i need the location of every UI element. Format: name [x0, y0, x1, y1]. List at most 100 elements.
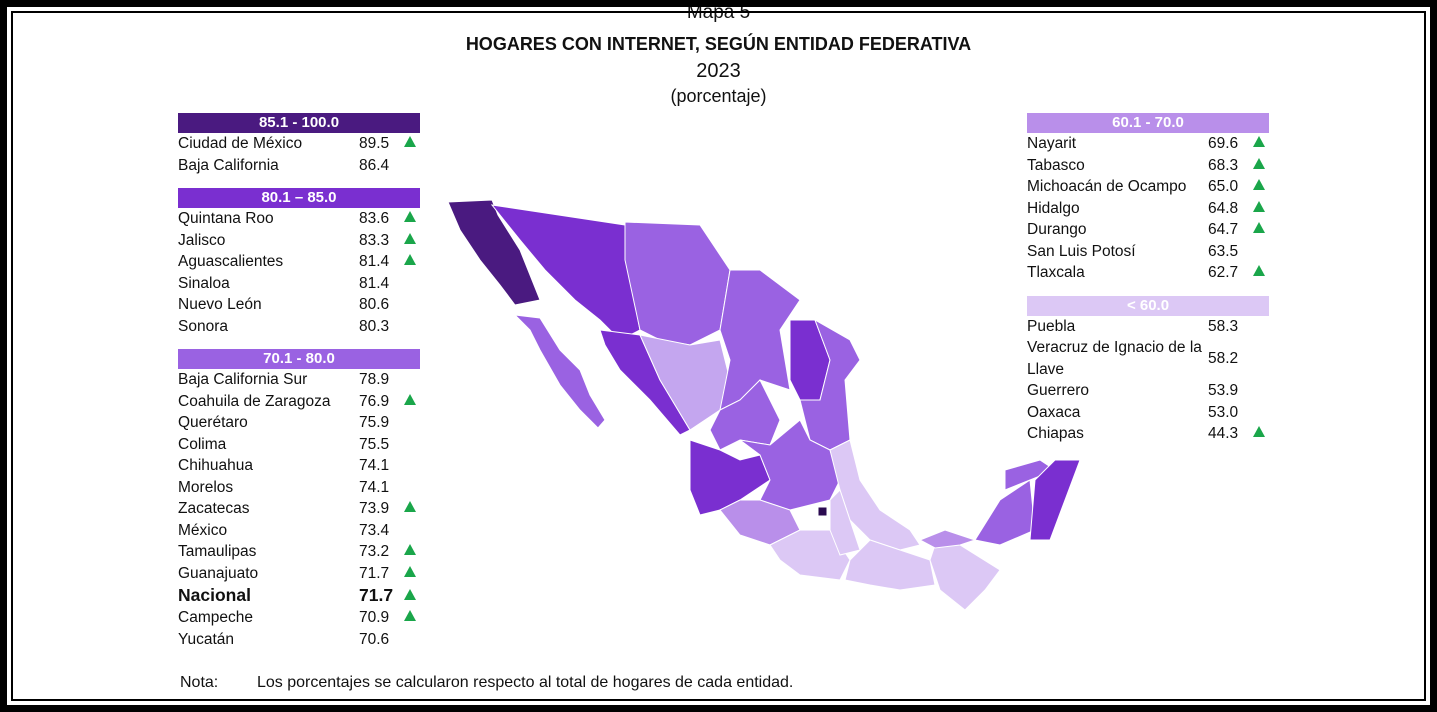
trend	[1252, 155, 1269, 177]
up-arrow-shape	[404, 254, 416, 265]
up-arrow-shape	[1253, 136, 1265, 147]
entity-name: Chihuahua	[178, 457, 253, 474]
entity-row: Sonora 80.3	[178, 316, 420, 338]
entity-row: Chihuahua 74.1	[178, 455, 420, 477]
entity-row: Ciudad de México 89.5	[178, 133, 420, 155]
entity-name: Guanajuato	[178, 564, 259, 582]
entity-name: Baja California	[178, 156, 279, 174]
entity-row: Durango 64.7	[1027, 219, 1269, 241]
entity-value: 73.2	[359, 543, 390, 560]
legend-group: 85.1 - 100.0 Ciudad de México 89.5 Baja Cal…	[178, 113, 420, 176]
entity-name: Durango	[1027, 221, 1087, 238]
entity-row: Puebla 58.3	[1027, 316, 1269, 338]
entity-value: 71.7	[359, 564, 390, 582]
entity-value: 63.5	[1208, 242, 1239, 260]
legend-group: 60.1 - 70.0 Nayarit 69.6 Tabasco 68.3 Michoac…	[1027, 113, 1269, 284]
state	[817, 506, 828, 517]
entity-name: Jalisco	[178, 231, 226, 249]
range-header: 80.1 – 85.0	[178, 188, 420, 208]
entity-name: Tabasco	[1027, 156, 1085, 174]
entity-value: 86.4	[359, 156, 390, 174]
up-arrow	[404, 565, 416, 577]
entity-row: Hidalgo 64.8	[1027, 198, 1269, 220]
trend	[1252, 198, 1269, 220]
entity-row: Baja California Sur 78.9	[178, 369, 420, 391]
entity-name: Quintana Roo	[178, 210, 274, 227]
entity-value: 58.2	[1208, 349, 1239, 367]
entity-name: Nayarit	[1027, 135, 1077, 152]
entity-value: 53.9	[1208, 382, 1239, 399]
up-arrow	[404, 610, 416, 621]
entity-name: Aguascalientes	[178, 253, 284, 270]
entity-row: Querétaro 75.9	[178, 412, 420, 434]
entity-row: Morelos 74.1	[178, 477, 420, 499]
trend	[403, 133, 420, 155]
entity-value: 76.9	[359, 392, 390, 410]
up-arrow-shape	[404, 565, 416, 577]
up-arrow-shape	[1253, 222, 1265, 233]
entity-value: 81.4	[359, 274, 390, 292]
entity-row: Chiapas 44.3	[1027, 423, 1269, 445]
legend-group: 80.1 – 85.0 Quintana Roo 83.6 Jalisco 83.3 Ag…	[178, 188, 420, 337]
entity-name: Yucatán	[178, 630, 235, 648]
up-arrow	[1253, 200, 1265, 212]
up-arrow	[1253, 222, 1265, 233]
entity-row: Tabasco 68.3	[1027, 155, 1269, 177]
entity-value: 83.3	[359, 231, 390, 249]
entity-value: 89.5	[359, 135, 390, 152]
up-arrow-shape	[404, 232, 416, 244]
up-arrow-shape	[1253, 179, 1265, 190]
title: HOGARES CON INTERNET, SEGÚN ENTIDAD FEDE…	[465, 34, 972, 54]
legend-group: < 60.0 Puebla 58.3 Veracruz de Ignacio de l…	[1027, 295, 1269, 445]
note-label: Nota:	[180, 674, 219, 691]
entity-value: 73.9	[359, 500, 390, 517]
up-arrow	[404, 254, 416, 265]
up-arrow-shape	[404, 393, 416, 405]
state	[769, 529, 851, 581]
trend	[403, 230, 420, 252]
entity-row: Colima 75.5	[178, 434, 420, 456]
entity-row: Campeche 70.9	[178, 607, 420, 629]
trend	[1252, 423, 1269, 445]
up-arrow	[404, 136, 416, 147]
state	[1029, 459, 1081, 541]
trend	[403, 391, 420, 413]
year: 2023	[696, 60, 741, 82]
entity-name: Coahuila de Zaragoza	[178, 392, 331, 410]
entity-value: 78.9	[359, 371, 390, 388]
state	[844, 539, 936, 591]
entity-value: 62.7	[1208, 264, 1239, 281]
entity-name: Baja California Sur	[178, 371, 308, 388]
entity-row: Guerrero 53.9	[1027, 380, 1269, 402]
up-arrow	[404, 501, 416, 512]
entity-value: 53.0	[1208, 403, 1239, 421]
entity-value: 68.3	[1208, 156, 1239, 174]
range-header: 85.1 - 100.0	[178, 113, 420, 133]
trend	[403, 498, 420, 520]
entity-row: Nacional 71.7	[178, 584, 420, 607]
trend	[403, 607, 420, 629]
entity-row: Zacatecas 73.9	[178, 498, 420, 520]
entity-row: Aguascalientes 81.4	[178, 251, 420, 273]
up-arrow	[1253, 426, 1265, 437]
right-legend: 60.1 - 70.0 Nayarit 69.6 Tabasco 68.3 Michoac…	[1027, 113, 1269, 457]
entity-row: México 73.4	[178, 520, 420, 542]
entity-row: Yucatán 70.6	[178, 629, 420, 651]
up-arrow	[1253, 265, 1265, 276]
trend	[1252, 219, 1269, 241]
entity-value: 73.4	[359, 521, 390, 539]
entity-row: Oaxaca 53.0	[1027, 402, 1269, 424]
entity-row: Quintana Roo 83.6	[178, 208, 420, 230]
state	[719, 499, 801, 546]
entity-value: 70.9	[359, 609, 390, 626]
entity-name: Colima	[178, 435, 227, 453]
entity-value: 75.5	[359, 435, 390, 453]
left-legend: 85.1 - 100.0 Ciudad de México 89.5 Baja Cal…	[178, 113, 420, 662]
entity-value: 44.3	[1208, 425, 1239, 442]
entity-name: Oaxaca	[1027, 403, 1081, 421]
entity-row: Coahuila de Zaragoza 76.9	[178, 391, 420, 413]
legend-group: 70.1 - 80.0 Baja California Sur 78.9 Coahui…	[178, 349, 420, 650]
up-arrow-shape	[404, 589, 416, 600]
trend	[1252, 133, 1269, 155]
